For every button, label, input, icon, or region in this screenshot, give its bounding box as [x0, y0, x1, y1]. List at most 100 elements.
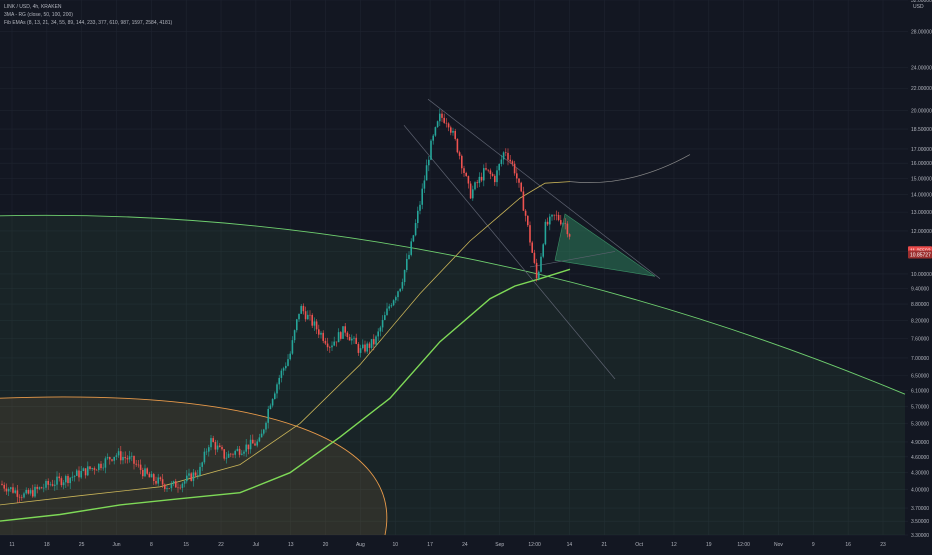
candle	[179, 484, 181, 490]
candle	[298, 313, 300, 322]
candle-body	[560, 220, 562, 225]
candle	[93, 466, 96, 475]
candle-body	[287, 359, 289, 366]
candle-body	[100, 463, 102, 469]
candle	[256, 439, 258, 448]
candle-body	[362, 344, 364, 349]
x-tick-label: 20	[323, 542, 329, 548]
candle-body	[324, 340, 327, 344]
candle-body	[293, 330, 296, 341]
candle	[538, 270, 540, 281]
candle	[111, 458, 113, 462]
candle	[439, 108, 441, 127]
candle	[423, 175, 426, 193]
candle-body	[487, 169, 489, 171]
candle	[357, 342, 360, 356]
y-tick-label: 17.00000	[911, 147, 932, 153]
price-badge-label: 10.85727	[910, 253, 931, 259]
candle	[137, 460, 140, 468]
candle	[344, 322, 346, 337]
candle	[269, 403, 272, 410]
y-tick-label: 22.00000	[911, 86, 932, 92]
candle-body	[29, 490, 32, 494]
candle-body	[441, 113, 443, 118]
candle-body	[80, 471, 82, 478]
candle-body	[439, 113, 441, 122]
candle-body	[188, 473, 190, 476]
candle-body	[375, 336, 377, 345]
candle-body	[10, 487, 12, 489]
candle	[73, 475, 76, 482]
candle-body	[406, 258, 408, 271]
candle	[71, 471, 74, 482]
x-tick-label: 25	[79, 542, 85, 548]
candle-body	[480, 176, 483, 181]
candle-body	[18, 496, 21, 498]
candle-body	[243, 451, 245, 454]
candle-body	[322, 332, 324, 341]
candle	[342, 326, 344, 340]
candle	[221, 444, 223, 451]
candle	[489, 168, 492, 180]
candle	[285, 362, 287, 371]
candle-body	[221, 446, 223, 450]
candle-body	[478, 176, 481, 184]
candle-body	[443, 117, 445, 123]
candle	[452, 127, 454, 136]
candle	[89, 466, 91, 471]
candle-body	[126, 458, 129, 460]
candle	[456, 138, 459, 154]
candle-body	[445, 122, 448, 124]
candle-body	[527, 215, 529, 226]
candle	[311, 313, 313, 328]
candle	[212, 435, 214, 443]
candle-body	[267, 408, 269, 423]
candle-body	[208, 447, 210, 452]
candle	[463, 165, 465, 177]
candle	[247, 444, 250, 455]
candle-body	[309, 314, 311, 316]
candle-body	[423, 180, 426, 189]
candle-body	[210, 438, 212, 448]
candle-body	[496, 170, 498, 183]
x-tick-label: Jul	[253, 542, 259, 548]
candle-body	[47, 480, 49, 485]
candle	[238, 446, 241, 458]
candle	[243, 449, 245, 457]
candle-body	[401, 282, 404, 289]
candle-body	[511, 161, 514, 164]
candle-body	[148, 473, 151, 478]
candle	[144, 464, 146, 478]
candle-body	[14, 490, 16, 493]
orange-arc	[0, 396, 388, 536]
candle-body	[562, 223, 564, 225]
ema-mid-line	[0, 181, 571, 506]
time-axis[interactable]: 11 18 25 Jun 8 15 22 Jul 13 20 Aug 10 17 24 Sep 12:00 14…	[9, 542, 886, 548]
candle	[421, 183, 423, 210]
candle-body	[489, 170, 492, 175]
candle	[370, 339, 373, 350]
candle	[210, 435, 212, 451]
candle-body	[51, 484, 54, 486]
candle-body	[223, 449, 225, 459]
candle-body	[379, 327, 382, 332]
candle-body	[142, 469, 144, 477]
candle	[527, 215, 529, 228]
candle	[45, 479, 47, 491]
candle	[425, 159, 428, 181]
candle-body	[45, 480, 47, 488]
candle	[461, 154, 463, 174]
candle-body	[65, 476, 67, 483]
candle-body	[247, 444, 250, 450]
candle-body	[476, 182, 478, 184]
price-axis[interactable]: 32.00000 28.00000 24.00000 22.00000 20.00000…	[911, 0, 932, 539]
candle	[135, 459, 137, 467]
orange-arc-fill	[0, 396, 387, 535]
candle	[252, 434, 254, 444]
candle	[408, 251, 410, 260]
candle	[491, 172, 494, 177]
candle-body	[313, 321, 316, 326]
